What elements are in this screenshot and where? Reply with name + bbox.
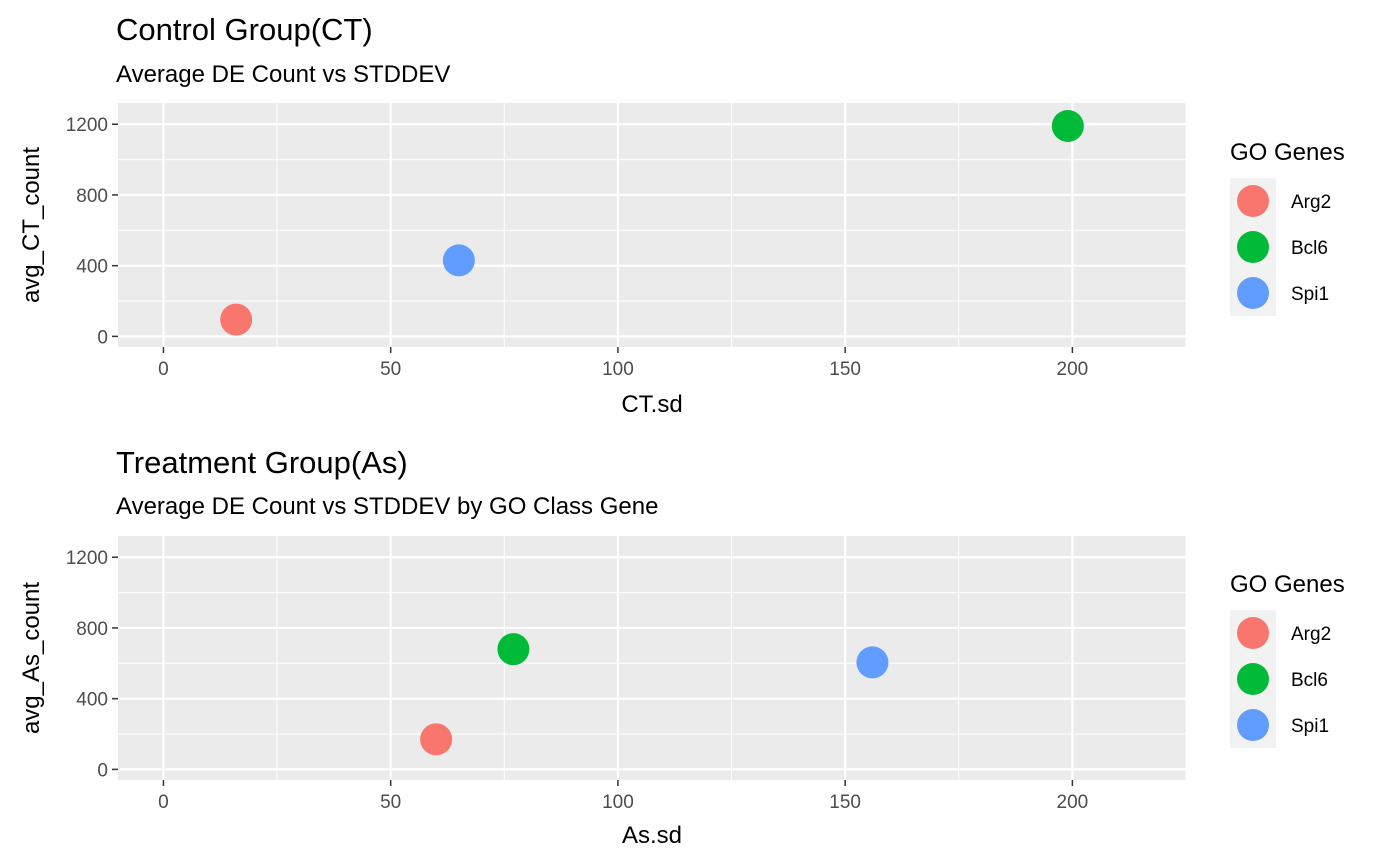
data-point-spi1 <box>442 244 475 277</box>
y-tick-label: 800 <box>76 186 108 207</box>
x-tick-label: 150 <box>829 792 861 813</box>
axis-ticks: 0 50 100 150 200 0 400 800 1200 <box>66 548 1089 813</box>
legend-label: Spi1 <box>1291 716 1329 737</box>
y-axis-title: avg_As_count <box>18 582 45 734</box>
grid-lines <box>118 103 1187 347</box>
x-tick-label: 100 <box>602 792 634 813</box>
legend: GO Genes Arg2 Bcl6 Spi1 <box>1230 571 1345 748</box>
legend-label: Bcl6 <box>1291 670 1328 691</box>
legend-title: GO Genes <box>1230 571 1345 598</box>
legend-key-bcl6 <box>1237 663 1269 695</box>
chart-subtitle: Average DE Count vs STDDEV <box>116 61 450 88</box>
legend-keys: Arg2 Bcl6 Spi1 <box>1230 178 1331 316</box>
control-group-chart: Control Group(CT) Average DE Count vs ST… <box>18 12 1345 418</box>
x-tick-label: 50 <box>380 792 401 813</box>
y-tick-label: 0 <box>97 760 108 781</box>
x-tick-label: 0 <box>158 359 169 380</box>
chart-subtitle: Average DE Count vs STDDEV by GO Class G… <box>116 493 658 520</box>
legend-key-arg2 <box>1237 185 1269 217</box>
data-points <box>220 109 1084 336</box>
data-point-bcl6 <box>1051 109 1084 142</box>
plot-panel <box>118 103 1186 347</box>
x-tick-label: 50 <box>380 359 401 380</box>
treatment-group-chart: Treatment Group(As) Average DE Count vs … <box>18 445 1345 849</box>
x-axis-title: CT.sd <box>621 391 682 418</box>
legend-key-bcl6 <box>1237 231 1269 263</box>
data-point-spi1 <box>856 646 889 679</box>
data-point-arg2 <box>220 303 253 336</box>
data-points <box>420 633 889 756</box>
chart-title: Control Group(CT) <box>116 12 373 47</box>
data-point-bcl6 <box>497 633 530 666</box>
legend-keys: Arg2 Bcl6 Spi1 <box>1230 610 1331 748</box>
y-tick-label: 400 <box>76 257 108 278</box>
chart-title: Treatment Group(As) <box>116 445 408 480</box>
y-tick-label: 800 <box>76 619 108 640</box>
legend-label: Arg2 <box>1291 192 1331 213</box>
y-tick-label: 400 <box>76 690 108 711</box>
grid-lines <box>118 536 1187 780</box>
x-tick-label: 200 <box>1057 359 1089 380</box>
legend: GO Genes Arg2 Bcl6 Spi1 <box>1230 139 1345 316</box>
plot-panel <box>118 536 1186 780</box>
y-tick-label: 0 <box>97 327 108 348</box>
legend-label: Arg2 <box>1291 624 1331 645</box>
axis-ticks: 0 50 100 150 200 0 400 800 1200 <box>66 115 1089 380</box>
legend-label: Spi1 <box>1291 284 1329 305</box>
y-tick-label: 1200 <box>66 548 108 569</box>
legend-key-spi1 <box>1237 277 1269 309</box>
data-point-arg2 <box>420 723 453 756</box>
x-axis-title: As.sd <box>622 822 682 849</box>
y-tick-label: 1200 <box>66 115 108 136</box>
y-axis-title: avg_CT_count <box>18 147 45 303</box>
x-tick-label: 0 <box>158 792 169 813</box>
legend-label: Bcl6 <box>1291 238 1328 259</box>
legend-key-arg2 <box>1237 617 1269 649</box>
x-tick-label: 150 <box>829 359 861 380</box>
x-tick-label: 100 <box>602 359 634 380</box>
x-tick-label: 200 <box>1057 792 1089 813</box>
legend-key-spi1 <box>1237 709 1269 741</box>
legend-title: GO Genes <box>1230 139 1345 166</box>
